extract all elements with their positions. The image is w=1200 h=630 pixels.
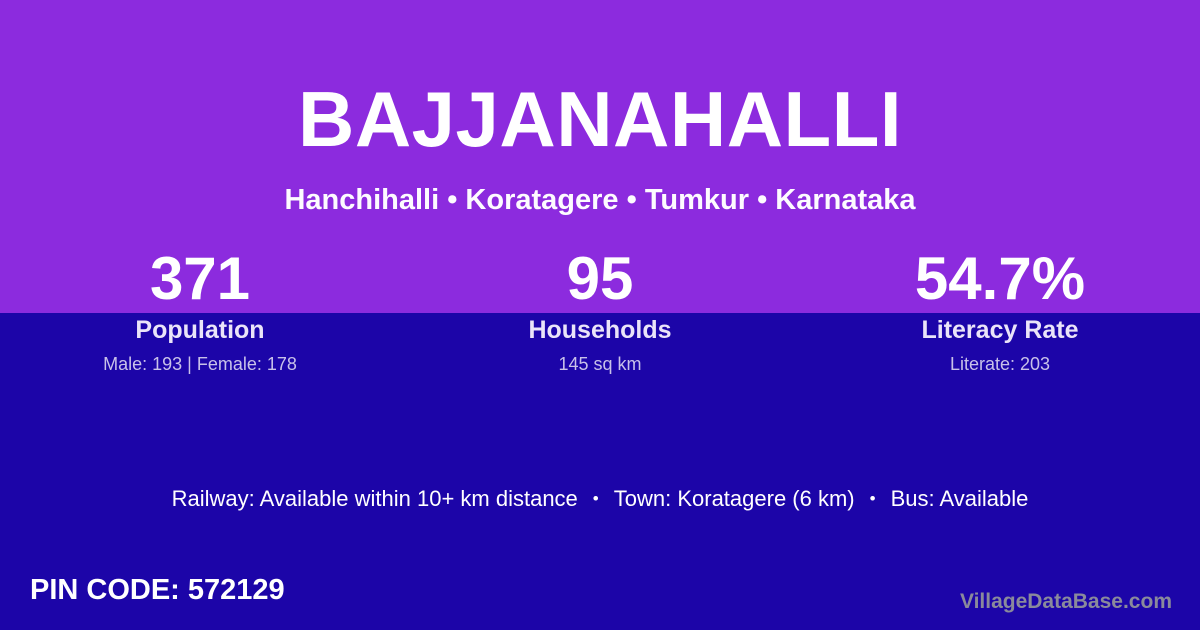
literacy-value: 54.7% — [914, 245, 1086, 312]
pin-code-value: 572129 — [187, 574, 285, 606]
location-breadcrumb: Hanchihalli • Koratagere • Tumkur • Karn… — [284, 184, 916, 216]
households-label: Households — [528, 316, 672, 344]
population-label: Population — [135, 316, 265, 344]
site-watermark: VillageDataBase.com — [959, 590, 1172, 613]
railway-info: Railway: Available within 10+ km distanc… — [171, 486, 578, 511]
transport-info-line: Railway: Available within 10+ km distanc… — [0, 484, 1200, 514]
bullet-separator: • — [592, 489, 599, 508]
pin-code: PIN CODE: 572129 — [30, 572, 285, 608]
stat-households: 95 Households 145 sq km — [400, 245, 800, 376]
population-value: 371 — [149, 245, 251, 312]
pin-code-label: PIN CODE: — [30, 574, 180, 606]
stat-literacy: 54.7% Literacy Rate Literate: 203 — [800, 245, 1200, 376]
population-detail: Male: 193 | Female: 178 — [103, 354, 297, 374]
village-title: BAJJANAHALLI — [297, 75, 903, 163]
stats-row: 371 Population Male: 193 | Female: 178 9… — [0, 245, 1200, 376]
town-info: Town: Koratagere (6 km) — [613, 486, 855, 511]
households-value: 95 — [566, 245, 634, 312]
bus-info: Bus: Available — [890, 486, 1029, 511]
bullet-separator: • — [869, 489, 876, 508]
bottom-indigo-band — [0, 313, 1200, 630]
literacy-detail: Literate: 203 — [949, 354, 1051, 374]
households-detail: 145 sq km — [558, 354, 642, 374]
literacy-label: Literacy Rate — [921, 316, 1079, 344]
top-purple-band — [0, 0, 1200, 313]
stat-population: 371 Population Male: 193 | Female: 178 — [0, 245, 400, 376]
